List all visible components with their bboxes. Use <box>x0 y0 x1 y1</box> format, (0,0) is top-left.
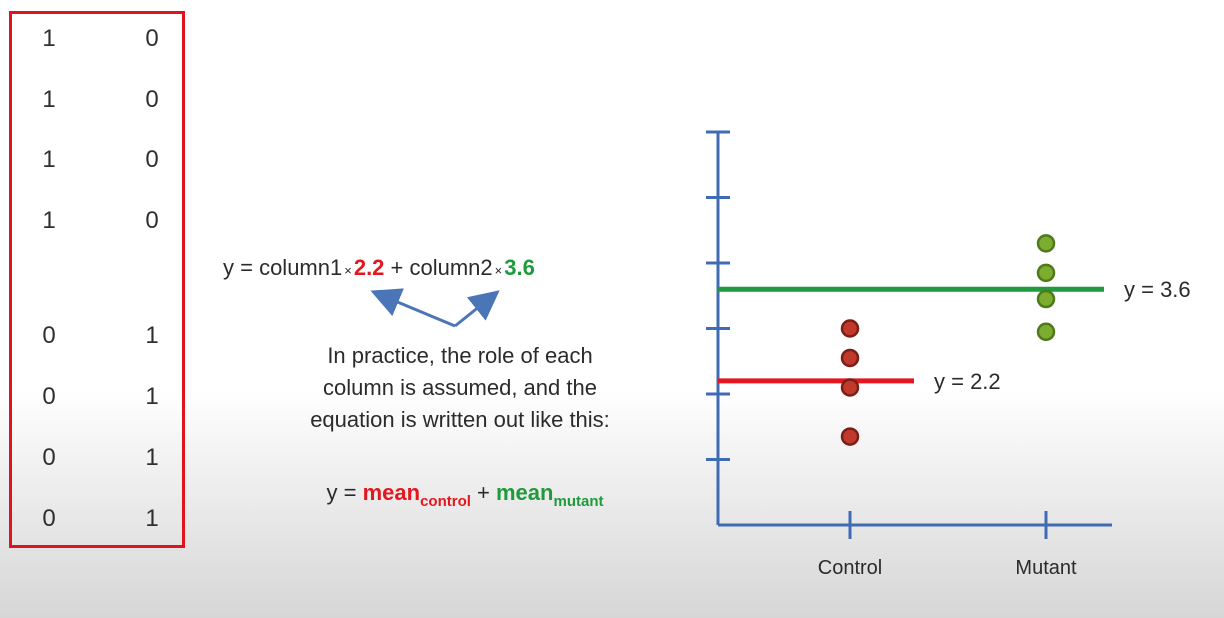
subscript-mutant: mutant <box>553 493 604 510</box>
data-point-mutant <box>1036 263 1056 283</box>
equation-columns: y = column1 ×2.2 + column2 ×3.6 <box>223 255 535 281</box>
matrix-cell: 0 <box>145 86 159 113</box>
matrix-cell: 0 <box>145 25 159 52</box>
matrix-cell: 0 <box>42 505 56 532</box>
matrix-cell: 1 <box>42 86 56 113</box>
x-tick-label: Mutant <box>1015 557 1077 579</box>
mean-word: mean <box>362 480 421 505</box>
data-point-control <box>840 427 860 446</box>
plus-sign: + <box>470 480 496 505</box>
matrix-cell: 1 <box>42 25 56 52</box>
data-point-control <box>840 319 860 338</box>
mean-control-term: meancontrol <box>362 480 471 510</box>
mean-word: mean <box>496 480 554 505</box>
mean-line-label: y = 3.6 <box>1124 277 1191 302</box>
matrix-cell: 0 <box>42 383 56 410</box>
equation-prefix: y = <box>326 480 363 505</box>
data-point-mutant <box>1036 234 1056 253</box>
coefficient-control: 2.2 <box>353 255 385 280</box>
equation-means: y = meancontrol + meanmutant <box>240 480 690 510</box>
explanation-line: column is assumed, and the <box>323 375 597 400</box>
matrix-cell: 0 <box>145 207 159 234</box>
matrix-cell: 0 <box>42 322 56 349</box>
data-point-control <box>840 348 860 368</box>
matrix-cell: 1 <box>42 207 56 234</box>
explanation-line: equation is written out like this: <box>310 407 610 432</box>
mean-line-label: y = 2.2 <box>934 369 1001 394</box>
times-symbol: × <box>494 263 503 278</box>
matrix-cell: 0 <box>42 444 56 471</box>
explanation-line: In practice, the role of each <box>327 343 593 368</box>
equation-prefix: y = column1 <box>223 255 343 280</box>
scatter-chart: Control Mutant y = 2.2 y = 3.6 <box>706 130 1191 579</box>
mean-mutant-term: meanmutant <box>496 480 603 510</box>
equation-mid: + column2 <box>384 255 493 280</box>
design-matrix: 1 0 1 0 1 0 1 0 0 1 0 1 0 1 0 1 <box>9 11 185 548</box>
subscript-control: control <box>420 493 471 510</box>
data-point-mutant <box>1036 322 1056 342</box>
matrix-cell: 0 <box>145 146 159 173</box>
matrix-cell: 1 <box>145 383 159 410</box>
pointer-arrows <box>370 288 500 328</box>
matrix-cell: 1 <box>145 505 159 532</box>
coefficient-mutant: 3.6 <box>504 255 535 280</box>
matrix-cell: 1 <box>42 146 56 173</box>
times-symbol: × <box>344 263 352 278</box>
matrix-cell: 1 <box>145 444 159 471</box>
data-point-mutant <box>1036 289 1056 309</box>
x-tick-label: Control <box>818 557 882 579</box>
data-point-control <box>840 378 860 397</box>
arrow-to-column2-icon <box>454 290 500 328</box>
matrix-cell: 1 <box>145 322 159 349</box>
arrow-to-column1-icon <box>370 288 456 328</box>
explanation-text: In practice, the role of each column is … <box>240 340 680 436</box>
